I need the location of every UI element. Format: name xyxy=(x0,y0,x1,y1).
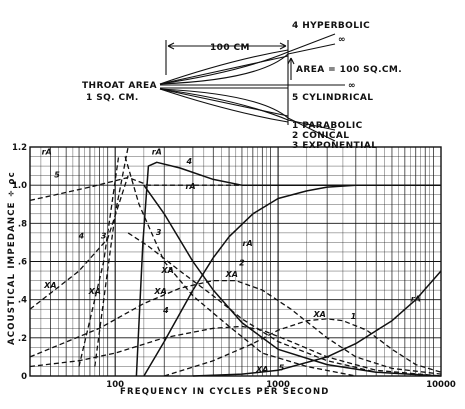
chart-annotations: rA 5 rA 4 rA rA 2 3 4 3 XA XA XA XA XA 4 XA 1 rA XA 5 xyxy=(42,148,421,375)
chart-grid xyxy=(29,146,441,377)
series-line-3 xyxy=(143,184,441,377)
series-line-8 xyxy=(124,156,356,377)
chart-annotation: rA xyxy=(411,295,421,304)
y-tick-label: .2 xyxy=(18,334,27,344)
horn-upper-2 xyxy=(159,51,289,85)
x-tick-labels: 100 1000 10000 xyxy=(106,380,456,390)
horn-upper-4 xyxy=(159,55,289,85)
infinity-mid-label: ∞ xyxy=(348,81,356,91)
infinity-line-bottom-2 xyxy=(287,117,336,142)
series-line-9 xyxy=(127,232,377,373)
chart-annotation: rA xyxy=(42,148,52,157)
parabolic-label: 1 PARABOLIC xyxy=(292,121,363,131)
chart-annotation: rA xyxy=(185,182,195,191)
horn-upper-3 xyxy=(159,53,289,85)
chart-annotation: rA xyxy=(243,239,253,248)
series-line-5 xyxy=(94,146,129,367)
cylindrical-label: 5 CYLINDRICAL xyxy=(292,93,373,103)
throat-area-value: 1 SQ. CM. xyxy=(86,93,139,103)
series-line-13 xyxy=(29,325,442,377)
hyperbolic-label: 4 HYPERBOLIC xyxy=(292,21,370,31)
length-arrowhead-right xyxy=(279,42,287,50)
chart-annotation: XA xyxy=(160,266,173,275)
horn-diagram xyxy=(159,33,345,142)
series-line-7 xyxy=(29,175,129,310)
x-tick-label: 1000 xyxy=(266,380,290,390)
infinity-line-top xyxy=(287,33,336,53)
chart-annotation: XA xyxy=(312,310,325,319)
hyperbolic-horn-upper xyxy=(159,49,289,85)
chart-series xyxy=(29,146,442,377)
chart-annotation: 4 xyxy=(162,306,169,315)
y-tick-label: 0 xyxy=(21,372,27,382)
chart-annotation: 2 xyxy=(239,258,245,267)
chart-annotation: 5 xyxy=(279,363,285,372)
chart-annotation: XA xyxy=(88,287,101,296)
plot-frame xyxy=(29,146,442,377)
chart-annotation: 1 xyxy=(351,312,357,321)
y-tick-label: .4 xyxy=(18,296,27,306)
series-line-2 xyxy=(29,176,441,202)
chart-annotation: XA xyxy=(43,281,56,290)
length-arrowhead-left xyxy=(167,42,175,50)
horn-lower-4 xyxy=(159,88,289,117)
horn-lower-1 xyxy=(159,88,289,123)
series-line-4 xyxy=(143,184,442,377)
throat-area-label: THROAT AREA xyxy=(82,81,157,91)
chart-annotation: XA xyxy=(153,287,166,296)
x-axis-title: FREQUENCY IN CYCLES PER SECOND xyxy=(120,387,330,397)
mouth-area-label: AREA = 100 SQ.CM. xyxy=(296,65,402,75)
chart-annotation: rA xyxy=(152,148,162,157)
y-tick-label: 1.2 xyxy=(12,143,27,153)
y-axis-title: ACOUSTICAL IMPEDANCE ÷ ρc xyxy=(7,171,17,345)
series-line-11 xyxy=(192,270,442,377)
y-tick-labels: 0 .2 .4 .6 .8 1.0 1.2 xyxy=(12,143,27,382)
horn-lower-3 xyxy=(159,88,289,119)
series-line-6 xyxy=(78,156,120,367)
chart-annotation: XA xyxy=(255,365,268,374)
horn-lower-2 xyxy=(159,88,289,121)
series-line-10 xyxy=(29,279,442,375)
chart-annotation: 3 xyxy=(101,232,107,241)
infinity-top-label: ∞ xyxy=(338,35,346,45)
series-line-1 xyxy=(135,161,441,377)
exponential-label: 3 EXPONENTIAL xyxy=(292,141,377,151)
x-tick-label: 10000 xyxy=(426,380,456,390)
infinity-line-top-2 xyxy=(287,43,336,55)
y-tick-label: 1.0 xyxy=(12,181,27,191)
series-line-12 xyxy=(164,318,442,377)
horn-diagram-labels: 100 CM THROAT AREA 1 SQ. CM. AREA = 100 … xyxy=(82,21,402,151)
chart-annotation: 4 xyxy=(78,232,85,241)
y-tick-label: .8 xyxy=(18,219,27,229)
length-label: 100 CM xyxy=(210,43,250,53)
y-tick-label: .6 xyxy=(18,258,27,268)
chart-area: rA 5 rA 4 rA rA 2 3 4 3 XA XA XA XA XA 4 XA 1 rA XA 5 0 .2 .4.… xyxy=(7,143,456,397)
chart-annotation: XA xyxy=(225,270,238,279)
chart-annotation: 3 xyxy=(156,228,162,237)
conical-label: 2 CONICAL xyxy=(292,131,349,141)
x-tick-label: 100 xyxy=(106,380,124,390)
mouth-area-arrowhead xyxy=(287,57,295,65)
chart-annotation: 5 xyxy=(54,171,60,180)
chart-annotation: 4 xyxy=(185,157,192,166)
